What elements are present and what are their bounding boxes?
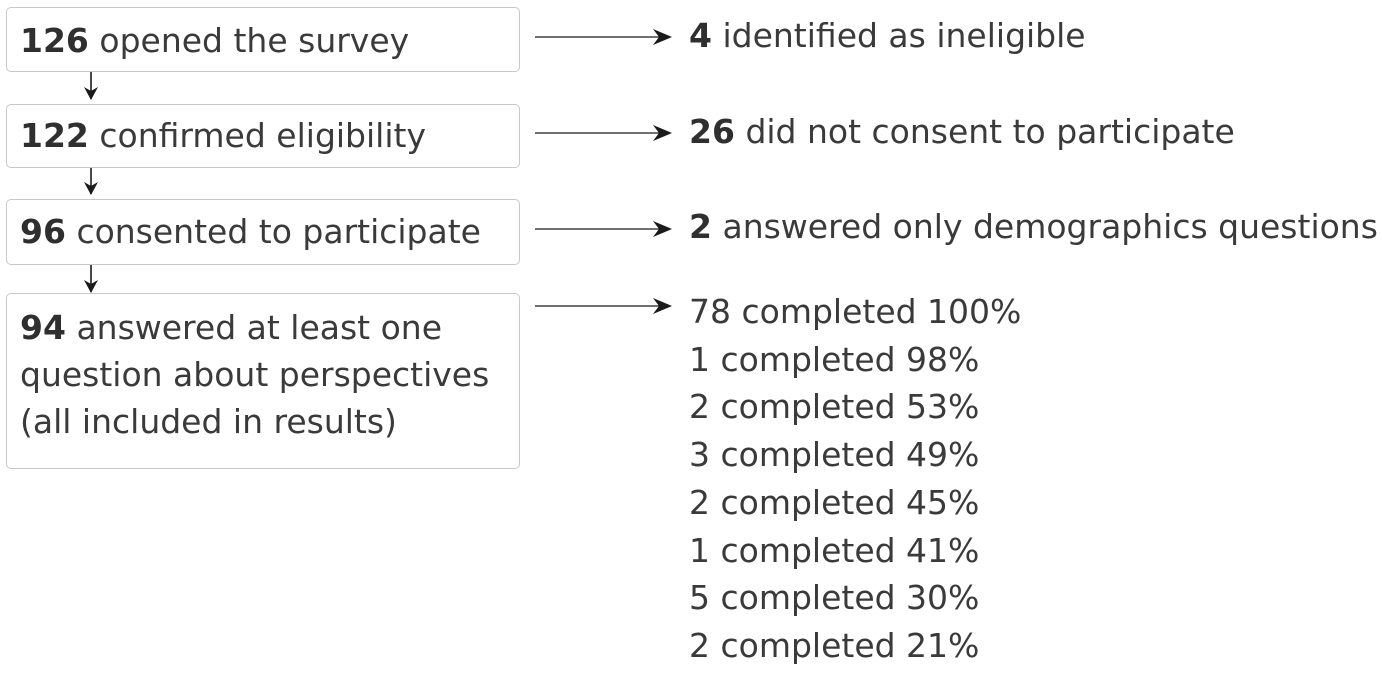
completion-item: 1 completed 98%: [689, 339, 980, 379]
outcome-label: answered only demographics questions: [722, 207, 1378, 246]
step-line-3: (all included in results): [20, 402, 397, 441]
completion-item: 1 completed 41%: [689, 530, 980, 570]
down-arrow-2: [84, 168, 98, 195]
step-label: confirmed eligibility: [99, 116, 426, 155]
completion-item: 5 completed 30%: [689, 578, 980, 618]
outcome-label: identified as ineligible: [722, 16, 1086, 55]
outcome-count: 4: [689, 16, 712, 55]
right-arrow-4: [535, 298, 672, 314]
outcome-ineligible: 4 identified as ineligible: [689, 12, 1086, 59]
outcome-demographics-only: 2 answered only demographics questions: [689, 203, 1378, 250]
completion-item: 3 completed 49%: [689, 435, 980, 475]
down-arrow-3: [84, 265, 98, 293]
down-arrow-1: [84, 72, 98, 100]
outcome-count: 2: [689, 207, 712, 246]
step-label: opened the survey: [99, 21, 410, 60]
step-box-eligible: 122 confirmed eligibility: [6, 104, 520, 168]
completion-item: 2 completed 45%: [689, 482, 980, 522]
step-box-opened: 126 opened the survey: [6, 7, 520, 72]
step-line-1: 94 answered at least one: [20, 304, 519, 351]
completion-item: 2 completed 53%: [689, 387, 980, 427]
step-box-consented: 96 consented to participate: [6, 199, 520, 265]
outcome-label: did not consent to participate: [745, 112, 1235, 151]
step-count: 126: [20, 21, 89, 60]
right-arrow-1: [535, 29, 672, 45]
right-arrow-2: [535, 125, 672, 141]
completion-item: 2 completed 21%: [689, 625, 980, 665]
right-arrow-3: [535, 221, 672, 237]
step-count: 94: [20, 308, 66, 347]
step-label: answered at least one: [76, 308, 443, 347]
outcome-no-consent: 26 did not consent to participate: [689, 108, 1235, 155]
completion-list: 78 completed 100% 1 completed 98% 2 comp…: [689, 288, 1021, 670]
step-label: consented to participate: [76, 212, 481, 251]
step-count: 96: [20, 212, 66, 251]
step-box-answered: 94 answered at least one question about …: [6, 293, 520, 469]
completion-item: 78 completed 100%: [689, 292, 1022, 331]
step-count: 122: [20, 116, 89, 155]
outcome-count: 26: [689, 112, 735, 151]
step-line-2: question about perspectives: [20, 355, 490, 394]
